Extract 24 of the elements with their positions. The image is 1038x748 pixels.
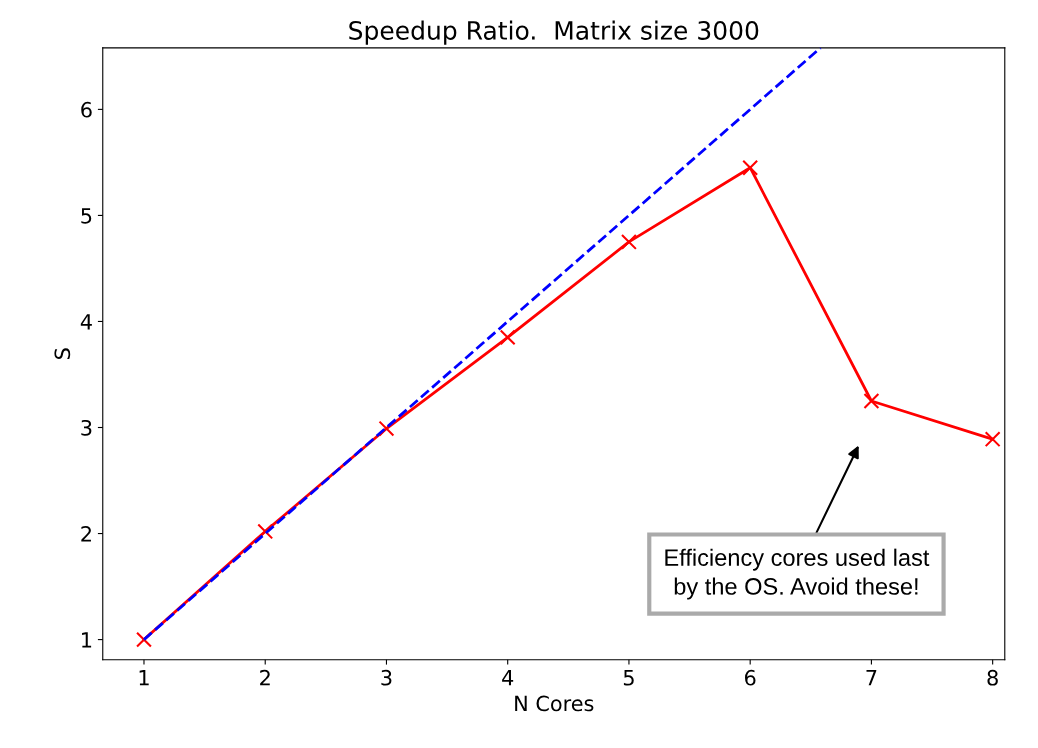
x-tick-label: 3 [381, 669, 392, 686]
y-tick-label: 6 [81, 101, 92, 118]
y-tick-label: 5 [81, 208, 92, 224]
x-tick-label: 8 [987, 669, 998, 686]
y-tick-label: 3 [81, 419, 92, 436]
y-tick-label: 1 [82, 632, 92, 648]
point [257, 523, 274, 540]
y-tick-label: 2 [81, 526, 91, 542]
x-tick-label: 5 [623, 670, 634, 686]
point [742, 159, 759, 176]
y-axis-title: S [54, 348, 71, 360]
chart-title: Speedup Ratio. Matrix size 3000 [349, 20, 759, 45]
x-tick-label: 2 [260, 669, 270, 686]
x-tick-label: 7 [866, 670, 877, 686]
point [499, 329, 516, 346]
x-axis-title: N Cores [515, 695, 594, 712]
x-tick-label: 1 [139, 670, 149, 686]
y-tick-label: 4 [80, 314, 92, 330]
annotation: Efficiency cores used last by the OS. Avoid these! [665, 548, 930, 600]
x-tick-label: 4 [502, 670, 514, 686]
point [863, 393, 880, 409]
x-tick-label: 6 [745, 669, 756, 686]
point [620, 233, 637, 250]
point [984, 431, 1001, 448]
